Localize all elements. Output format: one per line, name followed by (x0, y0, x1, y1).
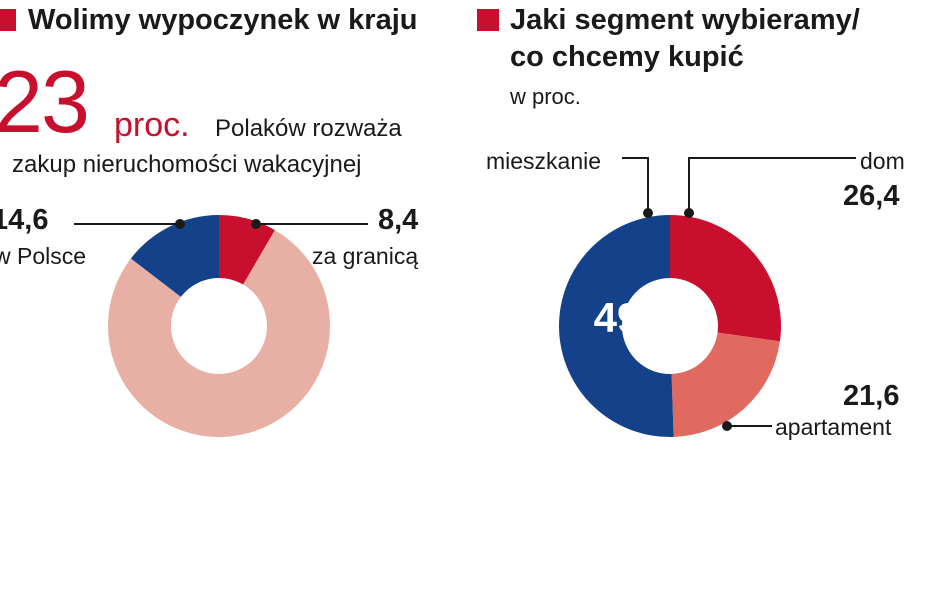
donut-chart-left (108, 215, 330, 437)
leader-dot-dom (684, 208, 694, 218)
slice-label-dom: dom (860, 148, 905, 174)
value-label-za-granica: 8,4 (378, 204, 419, 236)
right-title-line2: co chcemy kupić (510, 41, 744, 73)
leader-dot-apartament (722, 421, 732, 431)
left-title: Wolimy wypoczynek w kraju (28, 4, 418, 36)
slice-label-za-granica: za granicą (312, 243, 419, 269)
slice-label-apartament: apartament (775, 414, 892, 440)
value-label-apartament: 21,6 (843, 380, 900, 412)
leader-dot-mieszkanie (643, 208, 653, 218)
title-marker-right (477, 9, 499, 31)
value-label-mieszkanie: 49 (594, 294, 641, 341)
leader-dot-za-granica (251, 219, 261, 229)
leader-dom (688, 157, 856, 212)
slice-label-w-polsce: w Polsce (0, 243, 87, 269)
leader-dot-w-polsce (175, 219, 185, 229)
value-label-w-polsce: 14,6 (0, 204, 49, 236)
donut-chart-right: 49 (559, 215, 781, 437)
headline-text-2: zakup nieruchomości wakacyjnej (12, 151, 362, 178)
leader-lines (74, 157, 856, 431)
right-title-line1: Jaki segment wybieramy/ (510, 4, 860, 36)
right-donut-slice-0 (670, 215, 781, 342)
right-donut-slice-1 (671, 332, 780, 437)
left-donut-slice-2 (130, 215, 219, 297)
headline-text-1: Polaków rozważa (215, 115, 402, 142)
leader-mieszkanie (622, 157, 649, 212)
big-number: 23 (0, 52, 90, 151)
right-subtitle: w proc. (510, 84, 581, 109)
big-unit: proc. (114, 106, 190, 144)
title-marker-left (0, 9, 16, 31)
slice-label-mieszkanie: mieszkanie (486, 148, 602, 174)
left-donut-slice-0 (219, 215, 275, 285)
right-donut-slice-2 (559, 215, 674, 437)
value-label-dom: 26,4 (843, 180, 900, 212)
left-donut-slice-1 (108, 230, 330, 437)
